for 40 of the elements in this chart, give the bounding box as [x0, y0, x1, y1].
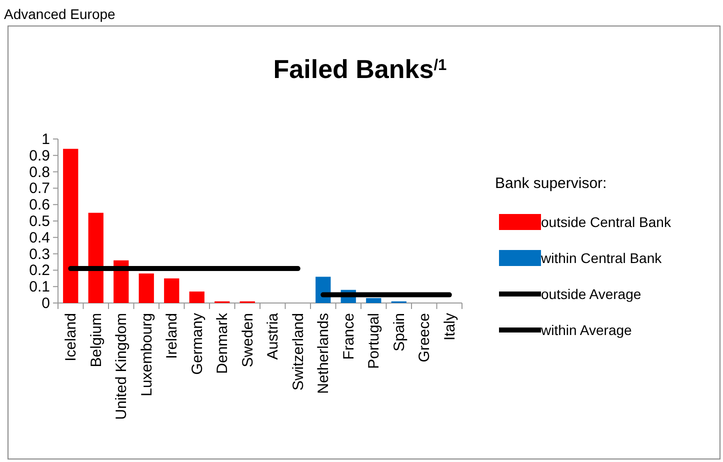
chart-title: Failed Banks$^{/1}$ [273, 54, 448, 84]
x-tick-label: United Kingdom [113, 313, 130, 420]
bar [138, 273, 154, 303]
y-tick-label: 0.5 [29, 213, 50, 230]
y-tick-label: 0 [42, 295, 50, 312]
y-tick-label: 0.1 [29, 278, 50, 296]
bar [63, 148, 78, 303]
legend-label: within Average [540, 322, 632, 338]
bar [366, 298, 382, 303]
x-tick-label: Iceland [62, 313, 80, 362]
x-tick-label: France [340, 313, 358, 360]
x-tick-label: Greece [416, 313, 434, 362]
x-tick-label: Luxembourg [138, 313, 156, 396]
x-tick-label: Italy [441, 312, 458, 341]
text: Advanced Europe [4, 6, 116, 22]
y-tick-label: 0.6 [29, 196, 50, 214]
bar [164, 278, 180, 303]
y-tick-label: 0.7 [29, 180, 50, 198]
y-tick-label: 1 [42, 131, 50, 148]
x-tick-label: Sweden [239, 313, 256, 368]
legend-label: outside Average [541, 286, 642, 302]
x-tick-label: Portugal [366, 313, 383, 369]
bar [88, 212, 104, 303]
legend-label: outside Central Bank [541, 214, 672, 230]
x-tick-label: Spain [390, 313, 408, 352]
y-tick-label: 0.9 [29, 147, 50, 164]
x-tick-label: Germany [188, 312, 206, 375]
x-tick-label: Denmark [214, 312, 232, 374]
x-tick-label: Austria [264, 312, 282, 360]
x-tick-label: Switzerland [290, 313, 307, 391]
x-tick-label: Ireland [164, 313, 181, 359]
y-tick-label: 0.3 [29, 246, 50, 263]
y-tick-label: 0.4 [29, 229, 50, 246]
x-tick-label: Belgium [88, 313, 105, 368]
legend-label: within Central Bank [540, 250, 663, 266]
x-tick-label: Netherlands [315, 313, 332, 394]
y-tick-label: 0.2 [29, 262, 50, 280]
y-tick-label: 0.8 [29, 164, 50, 181]
bar [189, 292, 204, 303]
legend-title: Bank supervisor: [495, 175, 607, 192]
